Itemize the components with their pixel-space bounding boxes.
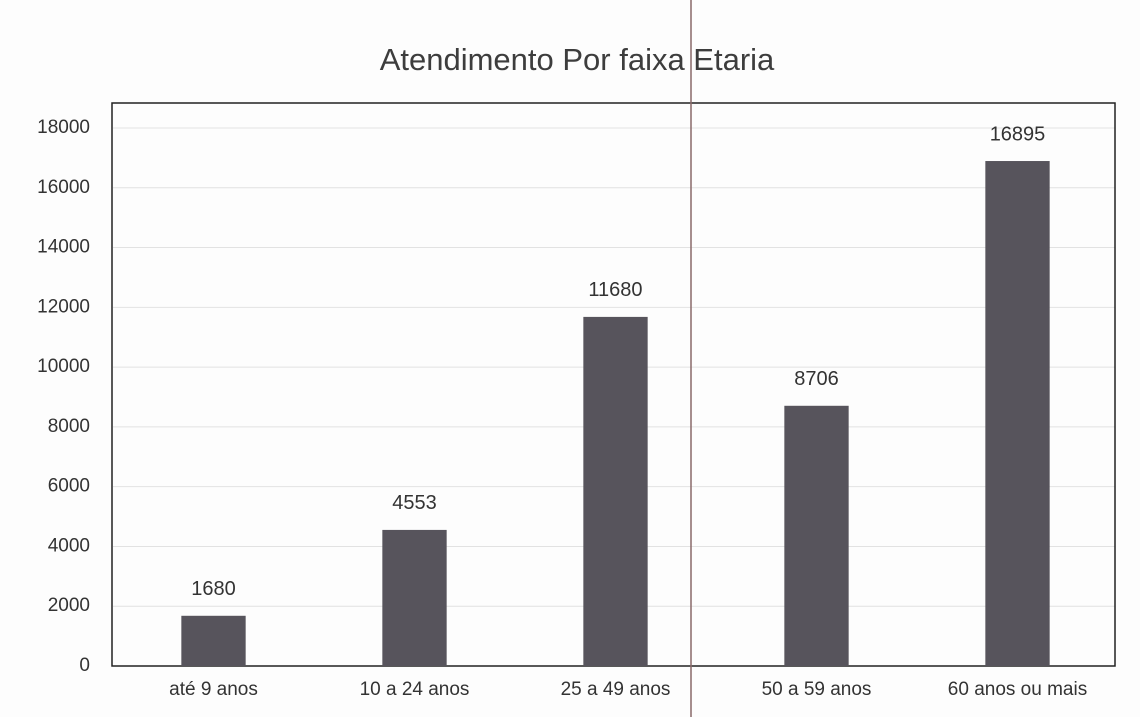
x-tick-label: até 9 anos (169, 679, 258, 700)
bar (382, 529, 447, 666)
x-tick-label: 60 anos ou mais (948, 679, 1087, 700)
bar (784, 405, 849, 666)
data-label: 1680 (191, 578, 236, 600)
data-label: 16895 (990, 123, 1046, 145)
y-tick-label: 14000 (37, 237, 90, 258)
y-tick-label: 16000 (37, 177, 90, 198)
y-tick-label: 10000 (37, 356, 90, 377)
x-tick-label: 10 a 24 anos (360, 679, 470, 700)
y-tick-label: 4000 (48, 535, 90, 556)
data-label: 8706 (794, 368, 839, 390)
y-tick-label: 18000 (37, 117, 90, 138)
y-tick-label: 8000 (48, 416, 90, 437)
y-tick-label: 2000 (48, 595, 90, 616)
data-label: 11680 (588, 279, 642, 301)
chart-title: Atendimento Por faixa Etaria (380, 42, 775, 77)
bar (181, 615, 246, 666)
bar (583, 316, 648, 666)
data-label: 4553 (392, 492, 437, 514)
bar (985, 161, 1050, 666)
y-tick-label: 0 (79, 655, 90, 676)
y-tick-label: 12000 (37, 296, 90, 317)
x-tick-label: 50 a 59 anos (762, 679, 872, 700)
x-tick-label: 25 a 49 anos (561, 679, 671, 700)
y-tick-label: 6000 (48, 476, 90, 497)
